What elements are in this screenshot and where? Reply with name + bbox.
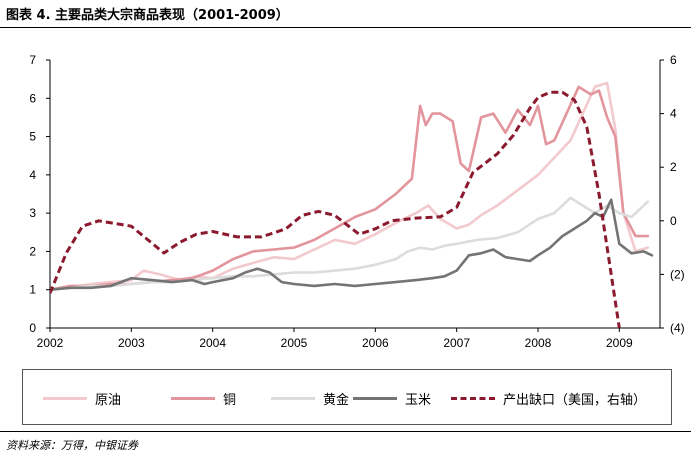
legend-item: 黄金 [271,388,349,408]
series-line-0 [50,81,650,291]
right-tick-label: 6 [670,53,677,67]
x-tick-label: 2006 [362,336,389,350]
legend-swatch [451,396,495,400]
source-note: 资料来源：万得，中银证券 [6,439,138,452]
x-tick-label: 2003 [118,336,145,350]
legend-label: 玉米 [405,392,432,408]
legend-item: 产出缺口（美国，右轴） [451,388,646,408]
left-tick-label: 4 [29,168,36,182]
legend-item: 铜 [171,388,236,408]
right-tick-label: 4 [670,107,677,121]
right-tick-label: 0 [670,214,677,228]
line-chart: 0 1 2 3 4 5 6 7 (4) (2) 0 2 4 6 2002 2003 2004 2005 2006 20… [29,53,685,350]
x-tick-label: 2007 [443,336,470,350]
legend-item: 玉米 [353,388,431,408]
chart-title: 图表 4. 主要品类大宗商品表现（2001-2009） [6,8,289,23]
series-line-4 [50,90,621,328]
series-line-3 [50,198,654,291]
legend-swatch [271,396,315,400]
left-tick-label: 1 [29,283,36,297]
chart-legend: 原油 铜 黄金 玉米 产出缺口（美国，右轴） [22,369,672,425]
right-tick-label: (4) [670,321,685,335]
top-rule [0,27,691,28]
left-tick-label: 0 [29,321,36,335]
x-tick-label: 2008 [525,336,552,350]
legend-label: 铜 [223,392,237,408]
left-tick-label: 6 [29,91,36,105]
x-tick-label: 2004 [199,336,226,350]
left-tick-label: 5 [29,130,36,144]
legend-swatch [353,396,397,400]
series-line-1 [50,85,650,291]
legend-swatch [171,396,215,400]
legend-label: 产出缺口（美国，右轴） [503,392,647,408]
x-tick-label: 2005 [281,336,308,350]
legend-swatch [43,396,87,400]
legend-label: 原油 [95,392,122,408]
left-tick-label: 2 [29,244,36,258]
left-tick-label: 3 [29,206,36,220]
right-tick-label: 2 [670,160,677,174]
x-tick-label: 2009 [606,336,633,350]
bottom-rule [0,431,691,432]
right-tick-label: (2) [670,267,685,281]
left-tick-label: 7 [29,53,36,67]
legend-label: 黄金 [323,392,350,408]
legend-item: 原油 [43,388,121,408]
x-tick-label: 2002 [37,336,64,350]
